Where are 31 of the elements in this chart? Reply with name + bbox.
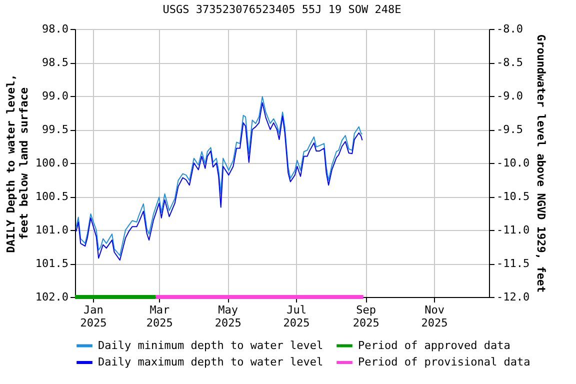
y2-tick-label: -9.0: [496, 90, 523, 102]
y2-tick-label: -10.0: [496, 156, 530, 170]
y-tick-label: 98.0: [42, 22, 68, 36]
x-tick-label: Jan 2025: [80, 304, 107, 330]
y-tick-label: 101.0: [35, 224, 68, 236]
y-tick-label: 101.5: [35, 257, 68, 270]
x-tick-label: Nov 2025: [421, 304, 448, 330]
y-tick-label: 99.5: [42, 123, 68, 136]
x-tick-label: Sep 2025: [352, 304, 380, 330]
legend-label: Daily minimum depth to water level: [98, 338, 324, 352]
y2-tick-label: -8.5: [496, 56, 523, 69]
chart-title: USGS 373523076523405 55J 19 SOW 248E: [162, 3, 402, 16]
legend-label: Period of provisional data: [358, 356, 530, 368]
y-tick-label: 98.5: [42, 56, 68, 69]
legend-label: Daily maximum depth to water level: [98, 356, 324, 368]
y-tick-label: 102.0: [35, 290, 68, 304]
y2-tick-label: -9.5: [496, 123, 523, 136]
x-tick-label: Mar 2025: [146, 304, 173, 330]
y-tick-label: 99.0: [42, 90, 68, 102]
x-tick-label: May 2025: [214, 304, 242, 330]
y2-axis-title: Groundwater level above NGVD 1929, feet: [534, 34, 548, 293]
y-axis-title: DAILY Depth to water level, feet below land surface: [4, 74, 30, 253]
y-tick-label: 100.0: [35, 156, 68, 170]
y-tick-label: 100.5: [35, 190, 68, 203]
y2-tick-label: -10.5: [496, 190, 530, 203]
y2-tick-label: -11.0: [496, 224, 530, 236]
y2-tick-label: -11.5: [496, 257, 530, 270]
x-tick-label: Jul 2025: [283, 304, 310, 330]
y2-tick-label: -8.0: [496, 22, 523, 36]
y2-tick-label: -12.0: [496, 290, 530, 304]
legend-label: Period of approved data: [358, 338, 510, 352]
